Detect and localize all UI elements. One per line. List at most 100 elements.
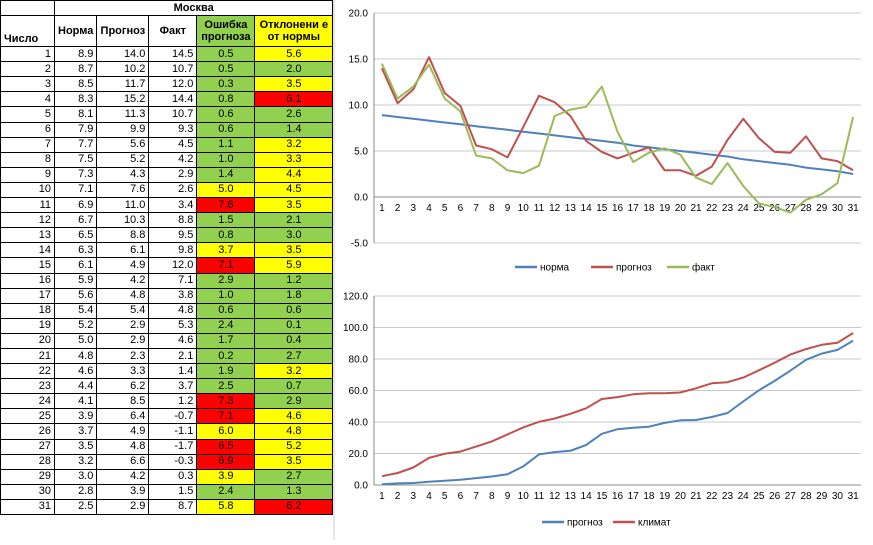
x-tick-label: 16 xyxy=(612,491,624,502)
norm-cell: 8.3 xyxy=(53,91,98,108)
norm-cell: 5.4 xyxy=(53,302,98,319)
forecast-cell: 5.2 xyxy=(96,151,150,168)
day-cell: 9 xyxy=(0,166,55,183)
x-tick-label: 23 xyxy=(722,491,734,502)
norm-cell: 5.9 xyxy=(53,272,98,289)
x-tick-label: 27 xyxy=(785,491,797,502)
error-cell: 7.1 xyxy=(196,408,256,425)
forecast-cell: 4.8 xyxy=(96,287,150,304)
forecast-cell: 9.9 xyxy=(96,121,150,138)
table-row: 31 2.5 2.9 8.7 5.8 6.2 xyxy=(0,498,334,516)
table-row: 15 6.1 4.9 12.0 7.1 5.9 xyxy=(0,257,334,274)
separator xyxy=(333,0,335,540)
forecast-cell: 2.9 xyxy=(96,332,150,349)
y-tick-label: 0.0 xyxy=(354,481,368,492)
x-tick-label: 10 xyxy=(518,491,530,502)
norm-cell: 4.6 xyxy=(53,363,98,380)
forecast-cell: 4.8 xyxy=(96,438,150,455)
table-row: 13 6.5 8.8 9.5 0.8 3.0 xyxy=(0,227,334,244)
fact-cell: 4.6 xyxy=(148,332,198,349)
error-cell: 0.2 xyxy=(196,347,256,365)
forecast-cell: 15.2 xyxy=(96,91,150,108)
table-row: 27 3.5 4.8 -1.7 6.5 5.2 xyxy=(0,438,334,455)
deviation-cell: 3.5 xyxy=(254,242,334,259)
table-row: 28 3.2 6.6 -0.3 6.9 3.5 xyxy=(0,453,334,470)
deviation-cell: 1.8 xyxy=(254,287,334,304)
x-tick-label: 29 xyxy=(816,491,828,502)
x-tick-label: 3 xyxy=(410,203,416,214)
y-tick-label: -5.0 xyxy=(351,239,369,250)
deviation-cell: 3.0 xyxy=(254,227,334,244)
x-tick-label: 16 xyxy=(612,203,624,214)
fact-header: Факт xyxy=(148,15,198,48)
x-tick-label: 2 xyxy=(395,491,401,502)
day-cell: 19 xyxy=(0,317,55,334)
deviation-cell: 5.6 xyxy=(254,46,334,63)
x-tick-label: 4 xyxy=(426,203,432,214)
error-cell: 2.4 xyxy=(196,317,256,334)
x-tick-label: 28 xyxy=(800,203,812,214)
error-cell: 1.0 xyxy=(196,151,256,168)
fact-cell: 14.5 xyxy=(148,46,198,63)
forecast-header: Прогноз xyxy=(96,15,150,48)
norm-cell: 8.7 xyxy=(53,61,98,78)
fact-cell: 1.5 xyxy=(148,483,198,500)
x-tick-label: 1 xyxy=(379,491,385,502)
error-cell: 0.8 xyxy=(196,91,256,108)
deviation-cell: 3.2 xyxy=(254,136,334,153)
norm-cell: 3.5 xyxy=(53,438,98,455)
day-cell: 15 xyxy=(0,257,55,274)
fact-cell: 3.7 xyxy=(148,378,198,395)
x-tick-label: 12 xyxy=(549,203,561,214)
fact-cell: 5.3 xyxy=(148,317,198,334)
x-tick-label: 9 xyxy=(505,491,511,502)
table-row: 17 5.6 4.8 3.8 1.0 1.8 xyxy=(0,287,334,304)
table-row: 1 8.9 14.0 14.5 0.5 5.6 xyxy=(0,46,334,63)
error-cell: 0.8 xyxy=(196,227,256,244)
fact-cell: 7.1 xyxy=(148,272,198,289)
error-cell: 0.6 xyxy=(196,106,256,123)
forecast-cell: 4.3 xyxy=(96,166,150,183)
day-cell: 28 xyxy=(0,453,55,470)
forecast-cell: 10.3 xyxy=(96,212,150,229)
norm-cell: 7.9 xyxy=(53,121,98,138)
norm-cell: 6.1 xyxy=(53,257,98,274)
x-tick-label: 7 xyxy=(473,491,479,502)
table-row: 24 4.1 8.5 1.2 7.3 2.9 xyxy=(0,393,334,410)
x-tick-label: 6 xyxy=(458,491,464,502)
table-row: 26 3.7 4.9 -1.1 6.0 4.8 xyxy=(0,423,334,440)
table-row: 6 7.9 9.9 9.3 0.6 1.4 xyxy=(0,121,334,138)
deviation-cell: 3.5 xyxy=(254,76,334,93)
temperature-line-chart: -5.0 0.0 5.0 10.0 15.0 20.0 1 2 3 4 5 6 7 8 9 10 11 12 13 1… xyxy=(335,0,873,283)
day-cell: 16 xyxy=(0,272,55,289)
deviation-cell: 3.3 xyxy=(254,151,334,168)
y-tick-label: 20.0 xyxy=(349,9,369,20)
norm-cell: 8.9 xyxy=(53,46,98,63)
table-row: 29 3.0 4.2 0.3 3.9 2.7 xyxy=(0,468,334,485)
forecast-cell: 14.0 xyxy=(96,46,150,63)
forecast-cell: 3.3 xyxy=(96,363,150,380)
forecast-cell: 5.6 xyxy=(96,136,150,153)
error-cell: 1.0 xyxy=(196,287,256,304)
table-row: 19 5.2 2.9 5.3 2.4 0.1 xyxy=(0,317,334,334)
deviation-cell: 2.6 xyxy=(254,106,334,123)
x-tick-label: 8 xyxy=(489,203,495,214)
table-row: 23 4.4 6.2 3.7 2.5 0.7 xyxy=(0,378,334,395)
fact-cell: 1.2 xyxy=(148,393,198,410)
norm-cell: 4.1 xyxy=(53,393,98,410)
table-row: 10 7.1 7.6 2.6 5.0 4.5 xyxy=(0,181,334,199)
legend-label: климат xyxy=(638,518,671,529)
x-tick-label: 10 xyxy=(518,203,530,214)
forecast-cell: 4.9 xyxy=(96,257,150,274)
x-tick-label: 22 xyxy=(706,491,718,502)
x-tick-label: 7 xyxy=(473,203,479,214)
x-tick-label: 21 xyxy=(690,491,702,502)
error-cell: 1.7 xyxy=(196,332,256,349)
deviation-cell: 3.5 xyxy=(254,197,334,214)
table-row: 9 7.3 4.3 2.9 1.4 4.4 xyxy=(0,166,334,183)
norm-cell: 2.8 xyxy=(53,483,98,500)
x-tick-label: 29 xyxy=(816,203,828,214)
x-tick-label: 17 xyxy=(628,203,640,214)
x-tick-label: 13 xyxy=(565,491,577,502)
